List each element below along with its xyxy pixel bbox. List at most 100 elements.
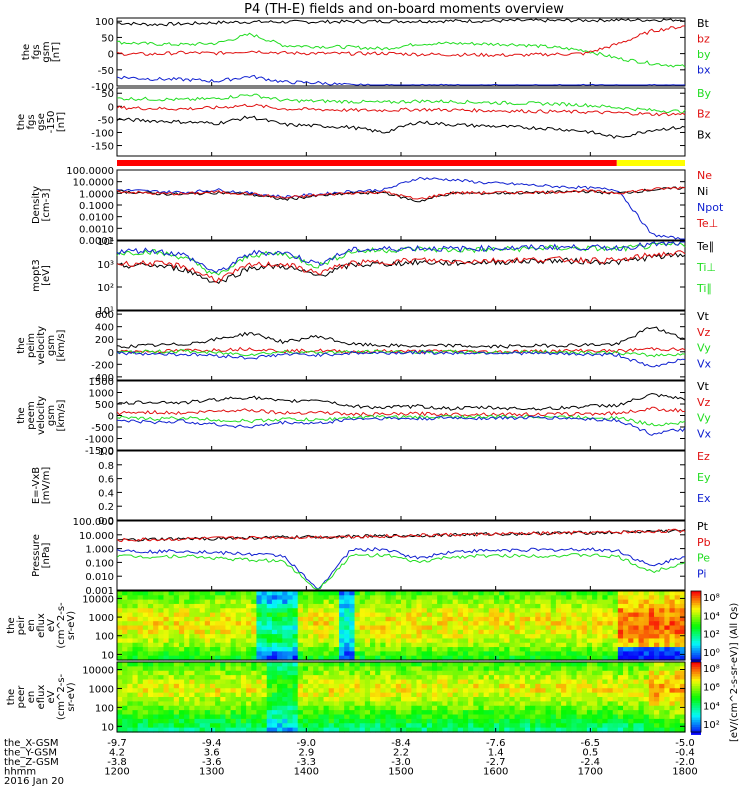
spectrogram-cell [142,723,149,729]
spectrogram-cell [566,675,572,681]
spectrogram-cell [431,670,438,676]
spectrogram-cell [509,697,516,702]
spectrogram-cell [493,642,500,648]
spectrogram-cell [385,634,392,640]
spectrogram-cell [261,710,268,716]
spectrogram-cell [457,616,464,622]
spectrogram-cell [499,714,505,720]
spectrogram-cell [277,666,283,672]
spectrogram-cell [514,714,521,720]
spectrogram-cell [251,705,258,711]
spectrogram-cell [117,714,123,720]
spectrogram-cell [519,718,526,724]
spectrogram-cell [514,697,521,702]
spectrogram-cell [168,621,175,627]
spectrogram-cell [607,666,614,672]
spectrogram-cell [519,692,526,698]
spectrogram-cell [519,655,526,661]
spectrogram-cell [483,625,490,631]
spectrogram-cell [576,608,583,614]
spectrogram-cell [173,718,180,724]
spectrogram-cell [390,688,397,694]
spectrogram-cell [375,621,381,627]
spectrogram-cell [426,723,433,729]
spectrogram-cell [421,603,428,609]
spectrogram-cell [313,612,319,618]
spectrogram-cell [302,662,309,667]
spectrogram-cell [530,651,536,657]
spectrogram-cell [550,697,557,702]
spectrogram-cell [623,655,629,661]
spectrogram-cell [426,679,433,685]
spectrogram-cell [132,638,139,644]
spectrogram-cell [679,688,686,694]
spectrogram-cell [679,603,686,609]
spectrogram-cell [431,599,438,605]
spectrogram-cell [220,629,227,635]
spectrogram-cell [209,705,216,711]
spectrogram-cell [478,595,485,601]
spectrogram-cell [364,634,371,640]
spectrogram-cell [411,616,418,622]
spectrogram-cell [266,679,273,685]
spectrogram-cell [122,666,128,672]
y-tick-label: 0.8 [98,461,114,472]
y-tick-label: 100 [95,703,114,714]
spectrogram-cell [380,621,387,627]
spectrogram-cell [220,595,227,601]
spectrogram-cell [555,710,562,716]
spectrogram-cell [370,642,376,648]
y-axis-label: (cm^2-s- [56,602,67,649]
spectrogram-cell [524,679,531,685]
spectrogram-cell [401,705,407,711]
spectrogram-cell [339,714,345,720]
spectrogram-cell [674,662,681,667]
y-axis-label: velocity [36,326,47,365]
spectrogram-cell [478,591,485,596]
spectrogram-cell [349,710,356,716]
spectrogram-cell [493,651,500,657]
spectrogram-cell [158,692,165,698]
spectrogram-cell [628,688,634,694]
spectrogram-cell [287,595,294,601]
spectrogram-cell [328,621,335,627]
spectrogram-cell [493,670,500,676]
spectrogram-cell [421,621,428,627]
spectrogram-cell [318,727,325,733]
spectrogram-cell [137,692,144,698]
spectrogram-cell [535,629,542,635]
spectrogram-cell [271,616,278,622]
spectrogram-cell [540,710,547,716]
spectrogram-cell [493,666,500,672]
spectrogram-cell [524,718,531,724]
spectrogram-cell [390,621,397,627]
spectrogram-cell [344,675,350,681]
spectrogram-cell [524,591,531,596]
spectrogram-cell [664,718,671,724]
spectrogram-cell [209,683,216,689]
spectrogram-cell [344,666,350,672]
spectrogram-cell [158,608,165,614]
spectrogram-cell [457,723,464,729]
spectrogram-cell [530,710,536,716]
spectrogram-cell [633,683,640,689]
spectrogram-cell [246,714,252,720]
spectrogram-cell [287,608,294,614]
spectrogram-cell [375,629,381,635]
spectrogram-cell [127,670,134,676]
spectrogram-cell [261,608,268,614]
spectrogram-cell [153,723,159,729]
y-axis-label: fgs [31,44,42,59]
spectrogram-cell [318,697,325,702]
spectrogram-cell [354,710,361,716]
spectrogram-cell [302,688,309,694]
spectrogram-cell [426,591,433,596]
spectrogram-cell [571,599,578,605]
spectrogram-cell [561,629,567,635]
spectrogram-cell [664,621,671,627]
spectrogram-cell [220,612,227,618]
y-tick-label: 10000 [82,594,114,605]
y-axis-label: gsm [46,335,57,356]
spectrogram-cell [488,688,495,694]
spectrogram-cell [406,599,412,605]
